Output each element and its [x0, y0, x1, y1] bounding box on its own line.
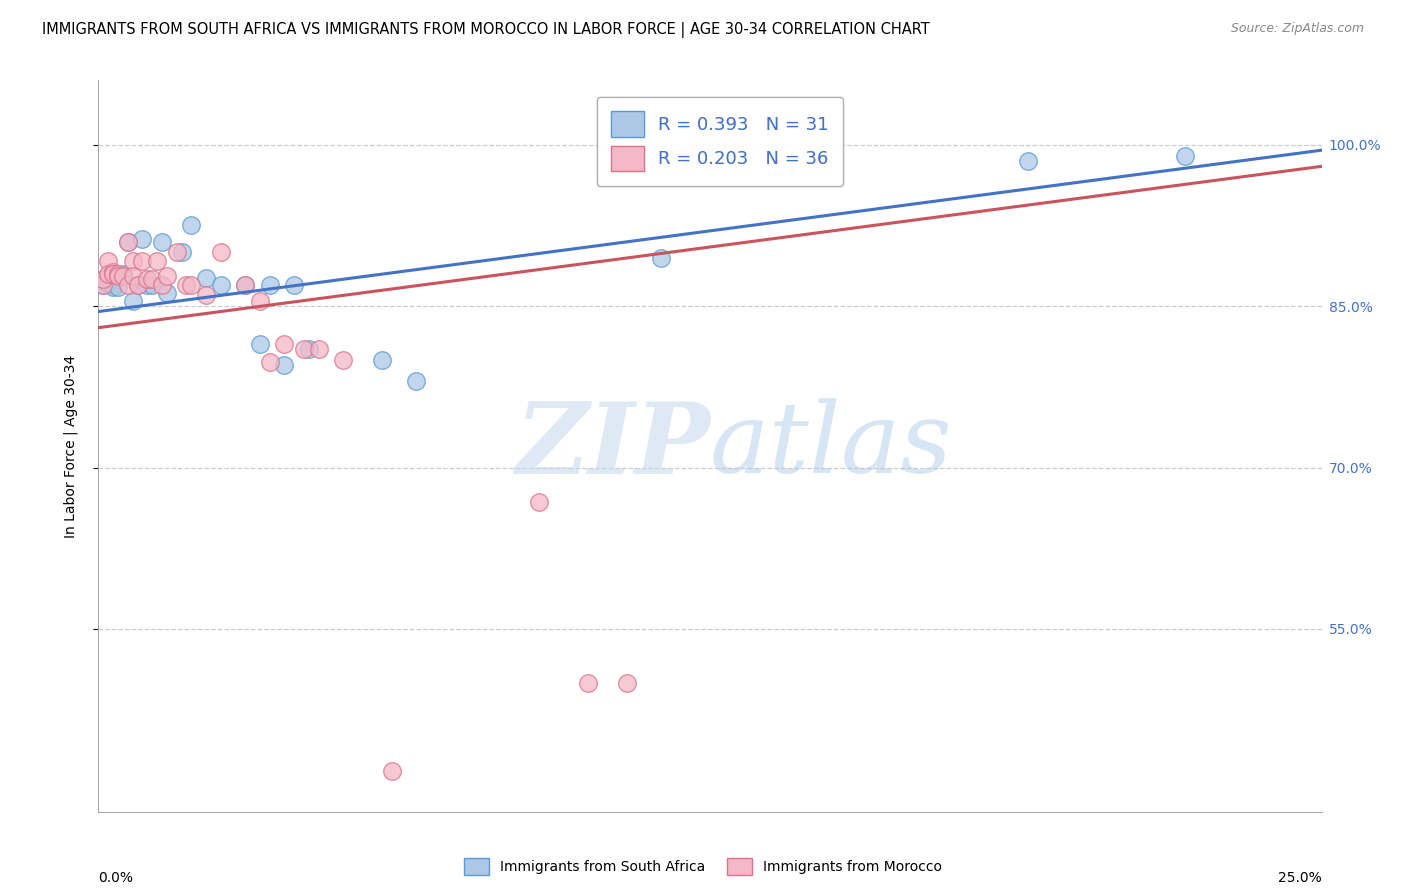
Point: [650, 251, 672, 265]
Point: [146, 254, 169, 268]
Legend: R = 0.393   N = 31, R = 0.203   N = 36: R = 0.393 N = 31, R = 0.203 N = 36: [596, 96, 844, 186]
Point: [249, 293, 271, 308]
Point: [209, 277, 232, 292]
Point: [121, 268, 143, 283]
Point: [170, 245, 193, 260]
Point: [107, 280, 129, 294]
Point: [156, 268, 179, 283]
Point: [117, 235, 139, 249]
Point: [131, 254, 153, 268]
Point: [616, 675, 638, 690]
Point: [141, 272, 163, 286]
Point: [136, 272, 159, 286]
Point: [195, 271, 218, 285]
Point: [308, 342, 330, 356]
Point: [527, 495, 550, 509]
Point: [332, 353, 354, 368]
Point: [97, 267, 120, 281]
Point: [91, 277, 114, 292]
Point: [233, 277, 256, 292]
Point: [180, 277, 202, 292]
Point: [101, 280, 124, 294]
Point: [91, 272, 114, 286]
Point: [111, 267, 134, 281]
Legend: Immigrants from South Africa, Immigrants from Morocco: Immigrants from South Africa, Immigrants…: [458, 853, 948, 880]
Point: [249, 336, 271, 351]
Text: ZIP: ZIP: [515, 398, 710, 494]
Point: [233, 277, 256, 292]
Point: [97, 276, 120, 290]
Point: [259, 277, 281, 292]
Point: [176, 277, 198, 292]
Point: [150, 235, 173, 249]
Point: [111, 268, 134, 283]
Text: Source: ZipAtlas.com: Source: ZipAtlas.com: [1230, 22, 1364, 36]
Point: [101, 265, 124, 279]
Point: [381, 764, 404, 778]
Point: [136, 277, 159, 292]
Point: [121, 293, 143, 308]
Point: [121, 254, 143, 268]
Point: [195, 288, 218, 302]
Point: [101, 277, 124, 292]
Point: [91, 273, 114, 287]
Point: [283, 277, 305, 292]
Point: [166, 245, 188, 260]
Point: [97, 254, 120, 268]
Point: [209, 245, 232, 260]
Point: [117, 277, 139, 292]
Point: [576, 675, 599, 690]
Point: [127, 277, 149, 292]
Point: [259, 355, 281, 369]
Point: [298, 342, 321, 356]
Point: [371, 353, 394, 368]
Text: IMMIGRANTS FROM SOUTH AFRICA VS IMMIGRANTS FROM MOROCCO IN LABOR FORCE | AGE 30-: IMMIGRANTS FROM SOUTH AFRICA VS IMMIGRAN…: [42, 22, 929, 38]
Point: [97, 271, 120, 285]
Point: [117, 235, 139, 249]
Point: [127, 277, 149, 292]
Point: [91, 277, 114, 292]
Point: [107, 267, 129, 281]
Point: [1174, 148, 1197, 162]
Point: [141, 277, 163, 292]
Text: 0.0%: 0.0%: [98, 871, 134, 885]
Point: [150, 277, 173, 292]
Point: [156, 286, 179, 301]
Text: 25.0%: 25.0%: [1278, 871, 1322, 885]
Point: [180, 219, 202, 233]
Y-axis label: In Labor Force | Age 30-34: In Labor Force | Age 30-34: [63, 354, 77, 538]
Point: [273, 336, 295, 351]
Point: [405, 375, 427, 389]
Point: [1017, 153, 1039, 168]
Point: [292, 342, 315, 356]
Point: [273, 359, 295, 373]
Text: atlas: atlas: [710, 399, 953, 493]
Point: [107, 268, 129, 283]
Point: [131, 232, 153, 246]
Point: [101, 267, 124, 281]
